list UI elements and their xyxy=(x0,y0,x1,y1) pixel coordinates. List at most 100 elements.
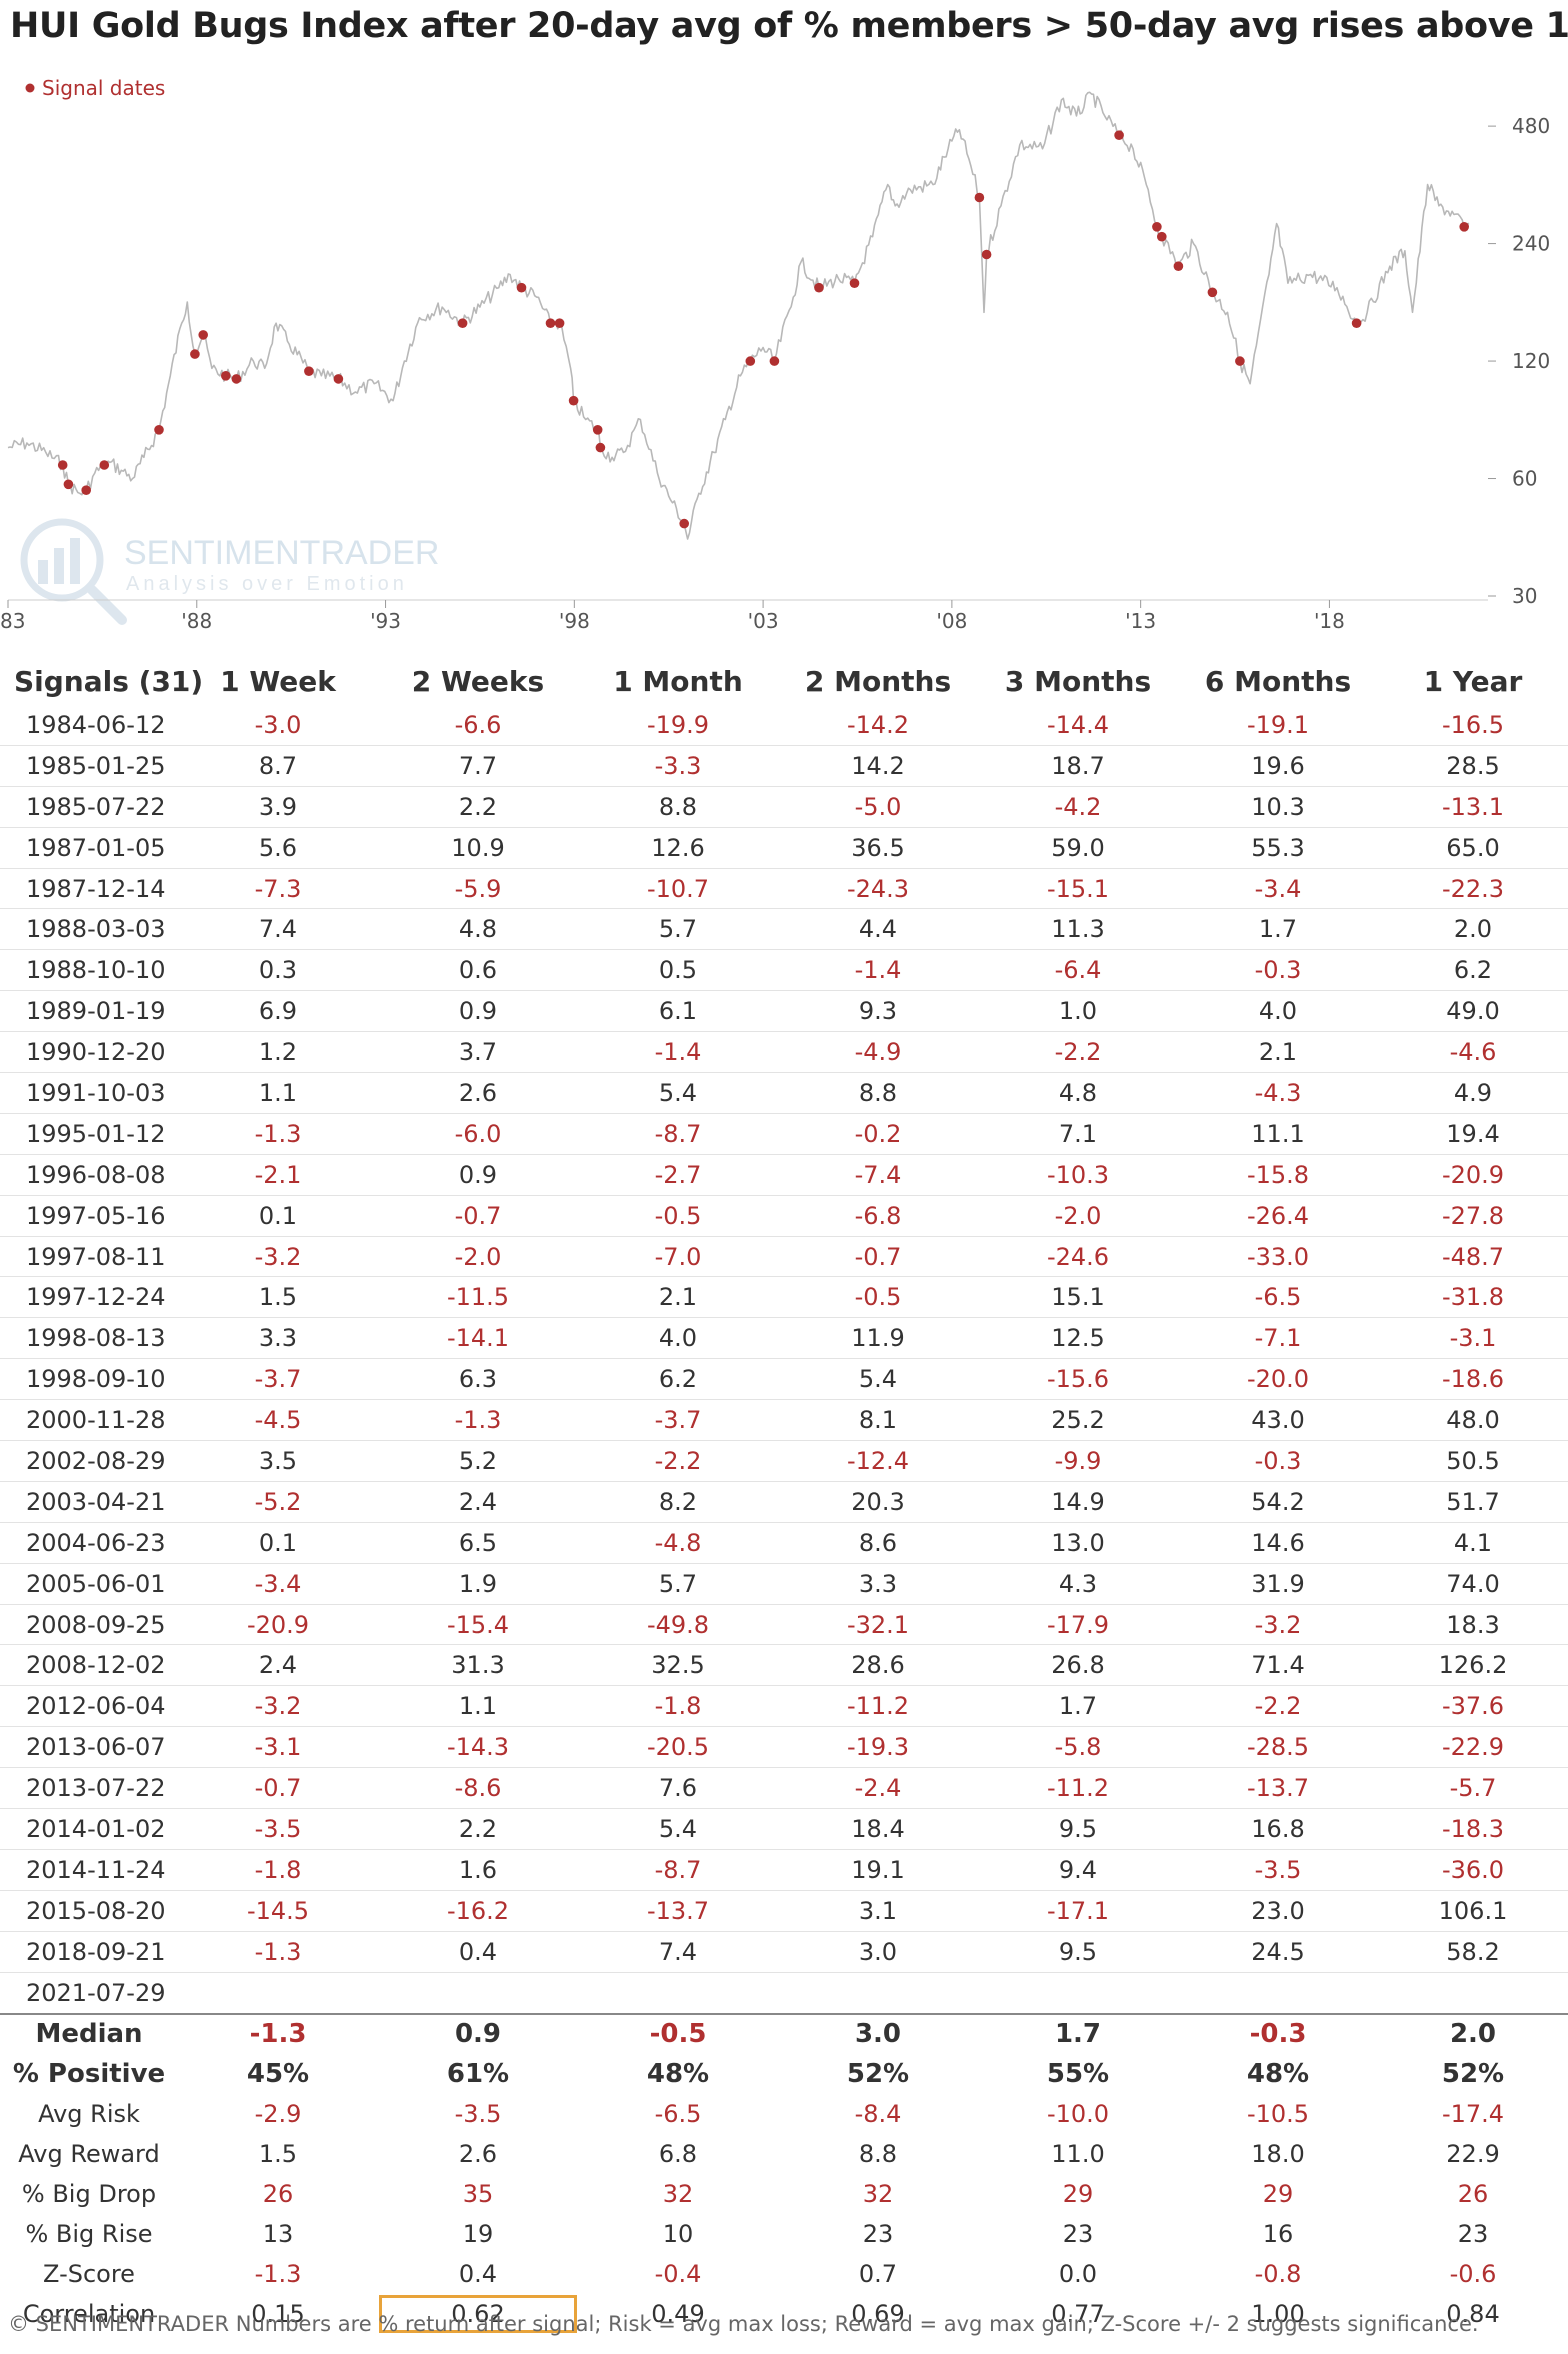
return-value: -4.6 xyxy=(1378,1031,1568,1074)
return-value: -7.4 xyxy=(778,1154,978,1196)
return-value: 12.5 xyxy=(978,1317,1178,1360)
return-value: -19.1 xyxy=(1178,705,1378,746)
return-value: 2.2 xyxy=(378,1808,578,1850)
return-value: 7.4 xyxy=(578,1931,778,1973)
signal-date: 1987-01-05 xyxy=(0,827,178,869)
return-value: 65.0 xyxy=(1378,827,1568,869)
signal-date: 1995-01-12 xyxy=(0,1113,178,1155)
return-value: -7.1 xyxy=(1178,1317,1378,1360)
signal-point xyxy=(81,485,91,496)
return-value xyxy=(578,1972,778,2015)
return-value: 18.7 xyxy=(978,745,1178,787)
return-value: 2.2 xyxy=(378,786,578,828)
return-value: -14.1 xyxy=(378,1317,578,1360)
summary-value: -0.5 xyxy=(578,2012,778,2055)
summary-value: 22.9 xyxy=(1446,2140,1500,2169)
summary-label: Correlation xyxy=(22,2299,156,2328)
summary-label: Avg Risk xyxy=(38,2100,140,2129)
return-value: 7.7 xyxy=(378,745,578,787)
chart-legend: Signal dates xyxy=(25,76,165,100)
signal-point xyxy=(592,425,603,435)
return-value: 2.0 xyxy=(1378,908,1568,951)
return-value: -3.1 xyxy=(178,1726,378,1769)
table-row: 2003-04-21 -5.2 2.4 8.2 20.3 14.9 54.2 51.7 xyxy=(0,1481,1568,1523)
summary-value: 55% xyxy=(1046,2059,1110,2090)
return-value: 28.5 xyxy=(1378,745,1568,787)
table-body: 1984-06-12 -3.0 -6.6 -19.9 -14.2 -14.4 -19.1 -1… xyxy=(0,705,1568,2015)
signal-date: 1991-10-03 xyxy=(0,1072,178,1114)
table-row: 1985-01-25 8.7 7.7 -3.3 14.2 18.7 19.6 28.5 xyxy=(0,745,1568,787)
summary-value: 11.0 xyxy=(1051,2140,1105,2169)
return-value: -6.6 xyxy=(378,705,578,746)
return-value: 5.6 xyxy=(178,827,378,869)
return-value: 31.9 xyxy=(1178,1563,1378,1605)
return-value: 8.8 xyxy=(778,1072,978,1114)
return-value: 14.9 xyxy=(978,1481,1178,1523)
return-value: -5.0 xyxy=(778,786,978,828)
return-value: -31.8 xyxy=(1378,1276,1568,1319)
return-value: -0.7 xyxy=(378,1195,578,1237)
summary-label: Z-Score xyxy=(43,2259,135,2288)
return-value: 1.1 xyxy=(378,1685,578,1728)
return-value: 8.6 xyxy=(778,1522,978,1564)
return-value: -0.3 xyxy=(1178,949,1378,992)
signal-point xyxy=(981,249,992,260)
summary-value: -8.4 xyxy=(854,2100,902,2129)
signal-date: 2018-09-21 xyxy=(0,1931,178,1973)
return-value: -3.5 xyxy=(1178,1849,1378,1891)
return-value: 74.0 xyxy=(1378,1563,1568,1605)
signal-date: 1998-08-13 xyxy=(0,1317,178,1360)
return-value: 3.3 xyxy=(178,1317,378,1360)
column-header: 6 Months xyxy=(1204,664,1352,698)
summary-value: 32 xyxy=(662,2180,694,2208)
x-tick-label: '18 xyxy=(1314,609,1345,633)
return-value xyxy=(778,1972,978,2015)
return-value: -3.5 xyxy=(178,1808,378,1850)
return-value: -0.7 xyxy=(778,1236,978,1278)
table-row: 1987-12-14 -7.3 -5.9 -10.7 -24.3 -15.1 -3.4 -22… xyxy=(0,868,1568,910)
summary-label: % Big Drop xyxy=(21,2180,157,2208)
return-value: -5.8 xyxy=(978,1726,1178,1769)
signal-point xyxy=(595,442,606,453)
return-value: -1.4 xyxy=(778,949,978,992)
return-value: 7.1 xyxy=(978,1113,1178,1155)
signal-date: 2003-04-21 xyxy=(0,1481,178,1523)
return-value: -11.2 xyxy=(778,1685,978,1728)
x-tick-label: '98 xyxy=(559,609,590,633)
return-value: 2.4 xyxy=(178,1644,378,1687)
return-value: -19.9 xyxy=(578,705,778,746)
return-value: 6.2 xyxy=(1378,949,1568,992)
return-value: -14.3 xyxy=(378,1726,578,1769)
return-value: -8.6 xyxy=(378,1767,578,1810)
return-value: -3.2 xyxy=(178,1236,378,1278)
summary-row: % Big Rise 13 19 10 23 23 16 23 xyxy=(0,2214,1568,2254)
return-value: 0.4 xyxy=(378,1931,578,1973)
return-value: 10.3 xyxy=(1178,786,1378,828)
return-value: -2.4 xyxy=(778,1767,978,1810)
summary-value: 13 xyxy=(262,2219,294,2248)
return-value: 3.5 xyxy=(178,1440,378,1482)
series-layer xyxy=(7,91,1470,540)
return-value: -22.9 xyxy=(1378,1726,1568,1769)
x-tick-label: '93 xyxy=(370,609,401,633)
signal-point xyxy=(99,460,110,470)
signal-point xyxy=(545,318,556,329)
header-row: Signals (31) 1 Week 2 Weeks 1 Month 2 Months… xyxy=(0,657,1568,705)
signal-layer xyxy=(57,130,1469,529)
summary-value: 52% xyxy=(1441,2059,1505,2090)
table-row: 1998-08-13 3.3 -14.1 4.0 11.9 12.5 -7.1 -3.1 xyxy=(0,1317,1568,1360)
signal-point xyxy=(221,371,231,381)
return-value: -8.7 xyxy=(578,1849,778,1891)
signal-date: 2014-01-02 xyxy=(0,1808,178,1850)
signal-point xyxy=(190,349,200,359)
return-value: 18.4 xyxy=(778,1808,978,1850)
signal-date: 2000-11-28 xyxy=(0,1399,178,1442)
return-value: 55.3 xyxy=(1178,827,1378,869)
summary-label: % Big Rise xyxy=(25,2219,153,2248)
return-value: 8.2 xyxy=(578,1481,778,1523)
summary-value: 29 xyxy=(1062,2180,1094,2208)
return-value: -2.2 xyxy=(578,1440,778,1482)
return-value: 59.0 xyxy=(978,827,1178,869)
return-value: -32.1 xyxy=(778,1604,978,1646)
return-value: -6.8 xyxy=(778,1195,978,1237)
